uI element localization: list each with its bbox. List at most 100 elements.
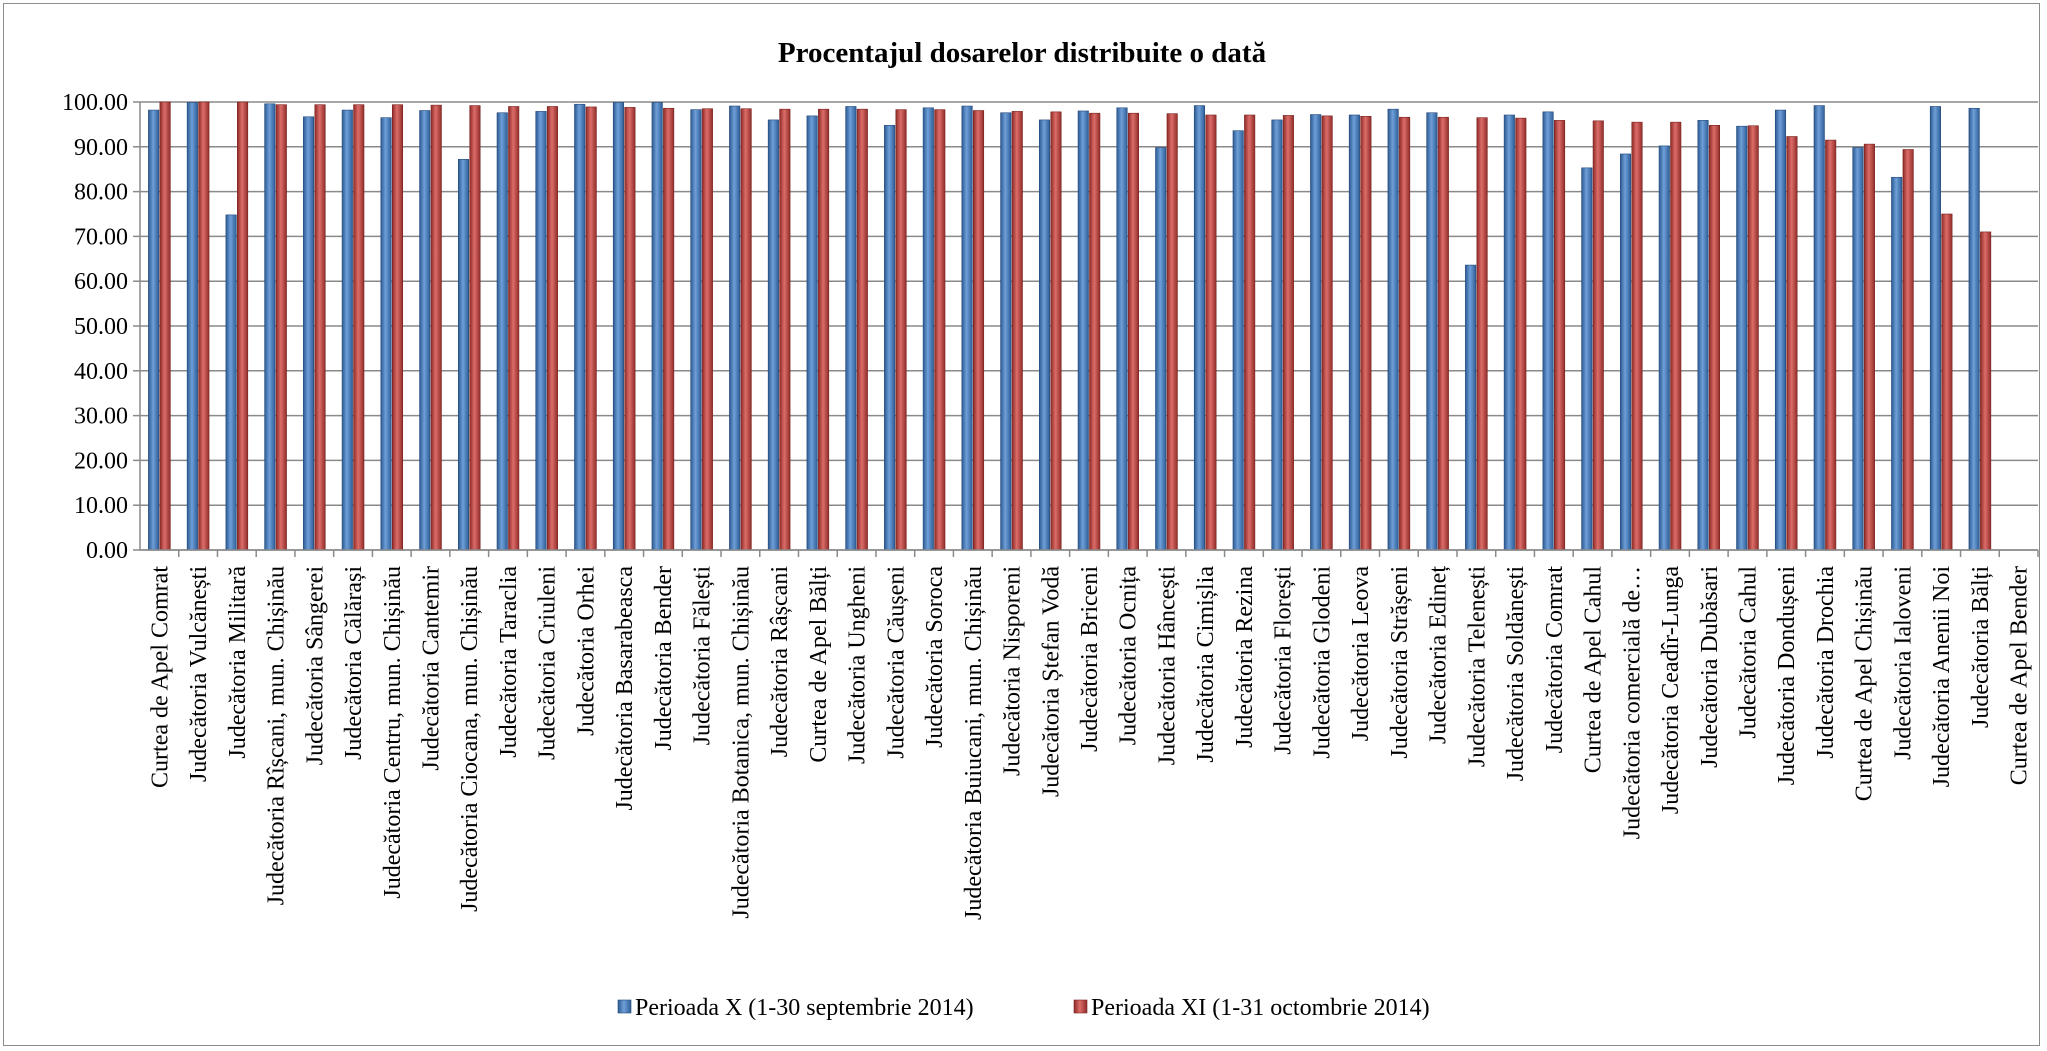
- bar-perioada-x: [1156, 148, 1166, 550]
- bar-perioada-x: [1891, 177, 1901, 550]
- x-category-label: Judecătoria Ialoveni: [1890, 566, 1916, 760]
- y-tick-label: 50.00: [74, 314, 128, 340]
- bar-perioada-xi: [508, 106, 518, 550]
- x-category-label: Judecătoria Glodeni: [1309, 566, 1335, 759]
- x-category-label: Curtea de Apel Cahul: [1581, 566, 1607, 774]
- bar-perioada-x: [1814, 106, 1824, 550]
- x-axis-labels: Curtea de Apel Comrat Judecătoria Vulcăne…: [147, 566, 2032, 920]
- bar-perioada-xi: [973, 111, 983, 550]
- x-category-label: Judecătoria Dubăsari: [1697, 566, 1723, 768]
- bar-perioada-xi: [1516, 118, 1526, 550]
- x-category-label: Judecătoria Cantemir: [419, 566, 445, 771]
- bar-perioada-x: [458, 159, 468, 550]
- bar-perioada-xi: [1980, 232, 1990, 550]
- bar-perioada-x: [1272, 120, 1282, 550]
- y-tick-label: 80.00: [74, 180, 128, 206]
- bar-perioada-xi: [160, 102, 170, 550]
- bar-perioada-x: [1388, 109, 1398, 550]
- x-category-label: Judecătoria Strășeni: [1387, 566, 1413, 759]
- bar-perioada-x: [1117, 108, 1127, 550]
- bar-perioada-x: [1233, 131, 1243, 550]
- bar-perioada-xi: [1942, 214, 1952, 550]
- bar-perioada-x: [303, 117, 313, 550]
- x-category-label: Judecătoria Rezina: [1232, 566, 1258, 748]
- bar-perioada-x: [342, 110, 352, 550]
- bar-perioada-xi: [354, 105, 364, 550]
- x-category-label: Judecătoria Florești: [1271, 566, 1297, 755]
- bar-perioada-xi: [625, 107, 635, 550]
- bar-perioada-xi: [741, 109, 751, 550]
- bar-perioada-xi: [1671, 122, 1681, 550]
- x-category-label: Judecătoria Sângerei: [302, 566, 328, 766]
- x-category-label: Judecătoria Criuleni: [535, 566, 561, 760]
- bar-perioada-xi: [1825, 140, 1835, 550]
- y-tick-label: 60.00: [74, 269, 128, 295]
- bar-perioada-xi: [199, 102, 209, 550]
- x-category-label: Judecătoria Ungheni: [845, 566, 871, 764]
- x-category-label: Judecătoria Soldănești: [1503, 566, 1529, 782]
- chart-frame: Procentajul dosarelor distribuite o dată…: [3, 3, 2040, 1046]
- bar-perioada-xi: [857, 109, 867, 550]
- bar-perioada-xi: [1438, 117, 1448, 550]
- bar-perioada-x: [574, 104, 584, 550]
- bar-perioada-xi: [1283, 115, 1293, 550]
- y-tick-label: 90.00: [74, 135, 128, 161]
- x-category-label: Judecătoria Basarabeasca: [612, 566, 638, 811]
- bar-perioada-xi: [1864, 144, 1874, 550]
- y-axis-ticks: 0.00 10.00 20.00 30.00 40.00 50.00 60.00 70.00 8…: [62, 90, 140, 564]
- bar-perioada-xi: [392, 105, 402, 550]
- bar-perioada-x: [923, 108, 933, 550]
- bar-perioada-xi: [1477, 118, 1487, 550]
- bar-perioada-x: [1001, 113, 1011, 550]
- x-category-label: Judecătoria Cimișlia: [1193, 566, 1219, 763]
- bar-perioada-x: [807, 116, 817, 550]
- bar-perioada-x: [1504, 115, 1514, 550]
- bar-perioada-x: [1465, 265, 1475, 550]
- bar-perioada-xi: [935, 110, 945, 550]
- bar-perioada-xi: [1361, 116, 1371, 550]
- bar-perioada-x: [1930, 106, 1940, 550]
- y-tick-label: 40.00: [74, 359, 128, 385]
- y-tick-label: 0.00: [86, 538, 128, 564]
- bar-perioada-x: [846, 106, 856, 550]
- legend-swatch-perioada-x: [618, 1000, 631, 1013]
- x-category-label: Judecătoria Briceni: [1077, 566, 1103, 752]
- y-tick-label: 30.00: [74, 404, 128, 430]
- bar-perioada-x: [613, 102, 623, 550]
- x-category-label: Judecătoria Bălți: [1968, 566, 1994, 728]
- legend-label-perioada-xi: Perioada XI (1-31 octombrie 2014): [1091, 995, 1430, 1021]
- bar-perioada-xi: [1244, 115, 1254, 550]
- bar-perioada-xi: [1322, 116, 1332, 550]
- x-category-label: Judecătoria Râșcani: [767, 566, 793, 758]
- bar-perioada-x: [884, 125, 894, 550]
- x-category-label: Judecătoria Nisporeni: [1000, 566, 1026, 776]
- bar-chart: Procentajul dosarelor distribuite o dată…: [4, 4, 2041, 1047]
- bar-perioada-x: [1427, 113, 1437, 550]
- x-category-label: Judecătoria Militară: [225, 566, 251, 759]
- bar-perioada-xi: [1399, 117, 1409, 550]
- bar-perioada-xi: [470, 106, 480, 550]
- bar-perioada-x: [962, 106, 972, 550]
- x-category-label: Judecătoria Călărași: [341, 566, 367, 760]
- bar-perioada-x: [1620, 154, 1630, 550]
- bar-perioada-xi: [780, 109, 790, 550]
- bar-perioada-x: [1194, 106, 1204, 550]
- bar-perioada-xi: [586, 107, 596, 550]
- bar-perioada-x: [652, 102, 662, 550]
- x-category-label: Judecătoria Telenești: [1464, 566, 1490, 767]
- bar-perioada-xi: [1554, 120, 1564, 550]
- bar-perioada-x: [1582, 168, 1592, 550]
- bar-perioada-x: [536, 111, 546, 550]
- bar-perioada-xi: [276, 105, 286, 550]
- x-category-label: Judecătoria Drochia: [1813, 566, 1839, 759]
- bar-perioada-x: [1969, 108, 1979, 550]
- bar-perioada-x: [497, 113, 507, 550]
- bar-perioada-x: [1775, 110, 1785, 550]
- bar-perioada-x: [1078, 111, 1088, 550]
- bar-perioada-xi: [1709, 125, 1719, 550]
- bar-perioada-xi: [818, 109, 828, 550]
- bar-perioada-xi: [1206, 115, 1216, 550]
- legend: Perioada X (1-30 septembrie 2014) Perioad…: [618, 995, 1430, 1021]
- x-category-label: Judecătoria Căușeni: [883, 566, 909, 759]
- legend-label-perioada-x: Perioada X (1-30 septembrie 2014): [635, 995, 974, 1021]
